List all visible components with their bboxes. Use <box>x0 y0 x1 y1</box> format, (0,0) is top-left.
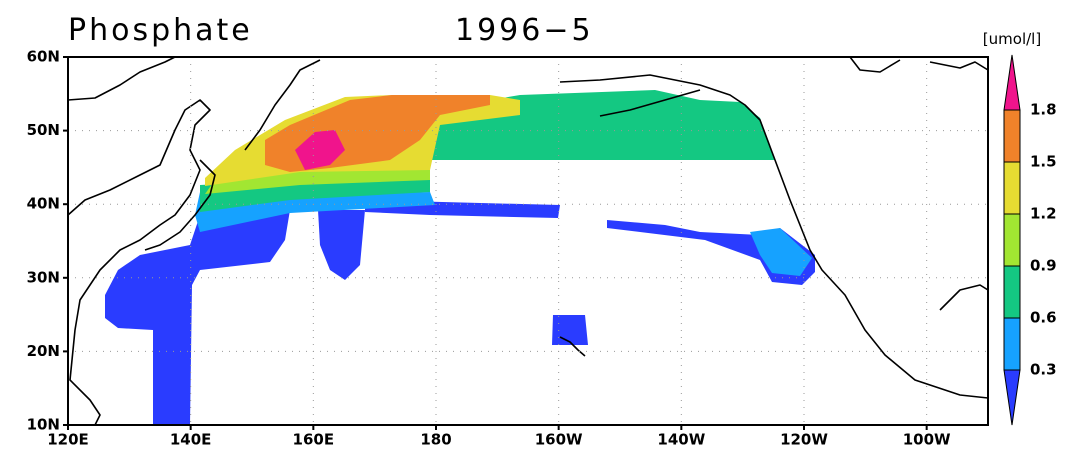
coastline <box>144 159 216 251</box>
colorbar-unit: [umol/l] <box>983 30 1041 48</box>
coastline <box>67 99 211 426</box>
lat-tick-label: 50N <box>27 121 60 139</box>
colorbar-label: 0.3 <box>1030 361 1057 379</box>
lon-tick-label: 100W <box>903 431 951 449</box>
period: 1996−5 <box>455 13 594 48</box>
colorbar-label: 1.2 <box>1030 205 1057 223</box>
lon-tick-label: 180 <box>420 431 451 449</box>
colorbar-label: 1.8 <box>1030 101 1057 119</box>
field-region <box>318 210 365 280</box>
lon-tick-label: 140W <box>657 431 705 449</box>
colorbar-label: 0.6 <box>1030 309 1057 327</box>
coastline <box>599 89 701 117</box>
lat-tick-label: 10N <box>27 416 60 434</box>
title: Phosphate <box>68 13 253 48</box>
coastline <box>244 59 321 151</box>
field-region <box>105 210 290 425</box>
colorbar-band <box>1003 213 1021 267</box>
lat-tick-label: 20N <box>27 342 60 360</box>
colorbar-extend-low <box>1003 369 1021 426</box>
lon-tick-label: 160E <box>293 431 335 449</box>
coastline <box>559 336 586 357</box>
lat-tick-label: 60N <box>27 48 60 66</box>
phosphate-field <box>105 90 815 425</box>
coastline <box>559 74 989 399</box>
coastline <box>67 56 176 101</box>
plot-frame <box>67 56 989 426</box>
field-region <box>750 228 812 276</box>
lon-tick-label: 120W <box>780 431 828 449</box>
field-region <box>205 168 430 194</box>
field-region <box>552 315 588 345</box>
lon-tick-label: 140E <box>170 431 212 449</box>
lon-tick-label: 160W <box>535 431 583 449</box>
lat-tick-label: 30N <box>27 268 60 286</box>
coastlines <box>67 56 989 426</box>
colorbar-band <box>1003 265 1021 319</box>
colorbar-band <box>1003 109 1021 163</box>
colorbar-label: 1.5 <box>1030 153 1057 171</box>
coastline <box>849 56 989 73</box>
colorbar-extend-high <box>1003 54 1021 111</box>
colorbar-band <box>1003 317 1021 371</box>
field-region <box>295 130 345 170</box>
colorbar-band <box>1003 161 1021 215</box>
coastline <box>939 284 989 311</box>
colorbar-label: 0.9 <box>1030 257 1057 275</box>
lon-tick-label: 120E <box>47 431 89 449</box>
lat-tick-label: 40N <box>27 195 60 213</box>
